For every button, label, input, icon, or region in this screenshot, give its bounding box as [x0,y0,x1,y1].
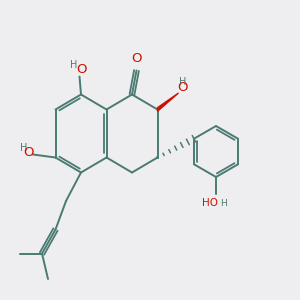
Text: O: O [76,63,87,76]
Text: HO: HO [202,197,218,208]
Text: H: H [220,199,227,208]
Polygon shape [158,93,178,111]
Text: H: H [20,143,27,153]
Text: O: O [23,146,34,160]
Text: H: H [70,60,77,70]
Text: O: O [177,81,187,94]
Text: H: H [179,76,187,87]
Text: O: O [131,52,142,65]
